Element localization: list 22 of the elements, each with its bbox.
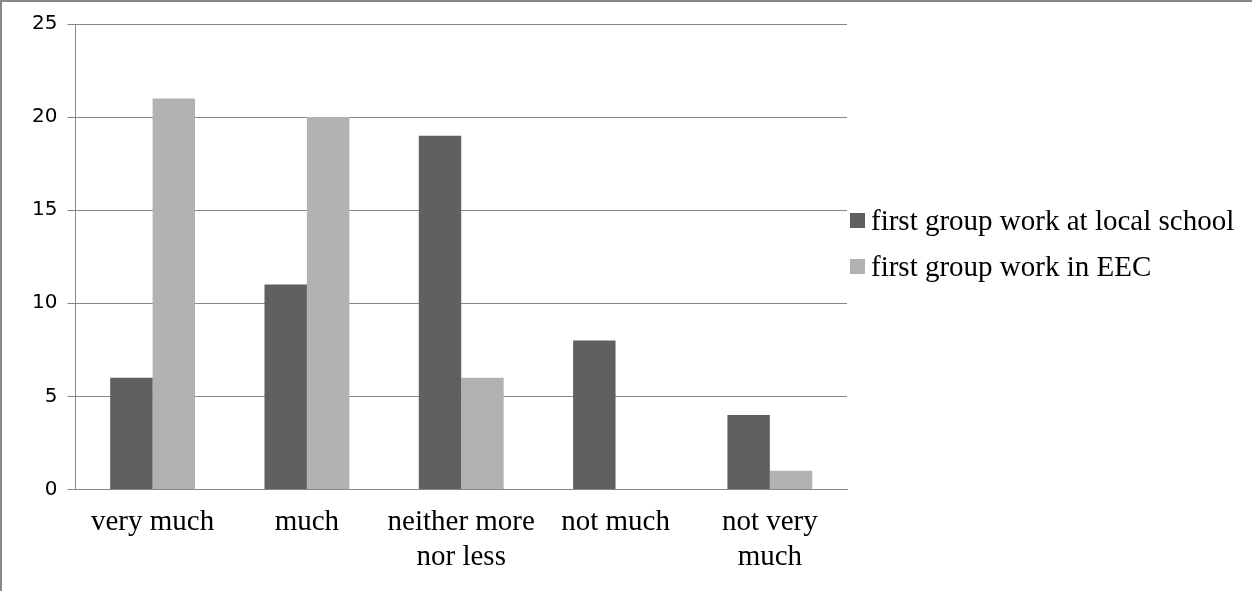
bar <box>461 377 504 489</box>
x-tick-label: much <box>274 504 340 537</box>
x-tick-label: not much <box>561 504 671 537</box>
y-tick-label: 10 <box>32 289 58 314</box>
bar <box>573 340 616 489</box>
bar <box>727 414 770 489</box>
bar <box>110 377 153 489</box>
x-tick-label: very much <box>90 504 215 537</box>
y-tick-label: 0 <box>44 475 58 500</box>
y-tick-label: 15 <box>32 196 58 221</box>
y-tick-label: 5 <box>44 382 58 407</box>
bar <box>152 98 196 489</box>
legend-label: first group work at local school <box>871 203 1235 238</box>
x-tick-label: not very much <box>721 504 819 572</box>
bar <box>769 470 813 489</box>
x-tick-label: neither more nor less <box>387 504 535 572</box>
y-tick-label: 25 <box>32 10 58 35</box>
bar <box>306 117 350 489</box>
bar <box>264 284 307 489</box>
legend-label: first group work in EEC <box>871 249 1152 284</box>
y-tick-label: 20 <box>32 103 58 128</box>
bar <box>418 135 462 489</box>
